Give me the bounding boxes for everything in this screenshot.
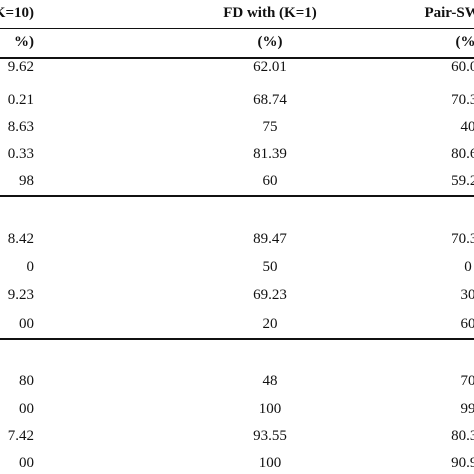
table-row: 98 60 59.23	[0, 168, 474, 194]
table-cell: 68.74	[253, 92, 287, 108]
group-divider	[0, 338, 474, 340]
table-cell: 75	[262, 119, 278, 135]
header-row-method: 5) with (K=10) FD with (K=1) Pair-SW wit…	[0, 0, 474, 26]
table-cell: 59.23	[451, 173, 474, 189]
table-cell: 70.31	[451, 92, 474, 108]
header-cell-col2: FD with (K=1)	[223, 5, 317, 21]
table-cell: 30	[460, 287, 474, 303]
table-cell: 8.42	[7, 231, 34, 247]
table-cell: 00	[19, 455, 34, 471]
table-cell: 81.39	[253, 146, 287, 162]
table-cell: 9.62	[7, 59, 34, 75]
table-cell: 60	[460, 316, 474, 332]
table-cell: 8.63	[7, 119, 34, 135]
header-unit-col2: (%)	[257, 34, 283, 50]
table-cell: 40	[460, 119, 474, 135]
table-cell: 90.94	[451, 455, 474, 471]
header-unit-col3: (%)	[455, 34, 474, 50]
table-cell: 9.23	[7, 287, 34, 303]
table-cell: 70.33	[451, 231, 474, 247]
table-cell: 00	[19, 401, 34, 417]
table-cell: 00	[19, 316, 34, 332]
table-cell: 0.21	[7, 92, 34, 108]
table-row: 0 50 0	[0, 254, 474, 280]
table-row: 9.23 69.23 30	[0, 282, 474, 308]
table-row: 0.33 81.39 80.67	[0, 141, 474, 167]
table-row: 0.21 68.74 70.31	[0, 87, 474, 113]
table-row: 8.63 75 40	[0, 114, 474, 140]
group-divider	[0, 195, 474, 197]
table-cell: 60	[262, 173, 278, 189]
header-row-units: %) (%) (%)	[0, 29, 474, 55]
header-bottom-rule	[0, 57, 474, 59]
header-divider	[0, 28, 474, 29]
header-unit-col1: %)	[14, 34, 34, 50]
table-row: 80 48 70	[0, 368, 474, 394]
table-cell: 93.55	[253, 428, 287, 444]
table-cell: 80.33	[451, 428, 474, 444]
table-cell: 0	[464, 259, 472, 275]
table-cell: 7.42	[7, 428, 34, 444]
table-row: 00 100 90.94	[0, 450, 474, 474]
table-cell: 70	[460, 373, 474, 389]
table-cell: 69.23	[253, 287, 287, 303]
header-cell-col3: Pair-SW with	[424, 5, 474, 21]
table-cell: 0	[26, 259, 35, 275]
table-cell: 100	[258, 401, 282, 417]
table-cell: 20	[262, 316, 278, 332]
table-row: 00 20 60	[0, 311, 474, 337]
table-cell: 98	[19, 173, 34, 189]
table-cell: 60.02	[451, 59, 474, 75]
table-cell: 89.47	[253, 231, 287, 247]
table-cell: 50	[262, 259, 278, 275]
table-cell: 80	[19, 373, 34, 389]
table-row: 9.62 62.01 60.02	[0, 54, 474, 80]
table-row: 8.42 89.47 70.33	[0, 226, 474, 252]
table-row: 00 100 99	[0, 396, 474, 422]
table-row: 7.42 93.55 80.33	[0, 423, 474, 449]
table-cell: 62.01	[253, 59, 287, 75]
table-cell: 100	[258, 455, 282, 471]
table-cell: 99	[460, 401, 474, 417]
header-cell-col1: 5) with (K=10)	[0, 5, 34, 21]
table-cell: 0.33	[7, 146, 34, 162]
table-cell: 48	[262, 373, 278, 389]
table-cell: 80.67	[451, 146, 474, 162]
